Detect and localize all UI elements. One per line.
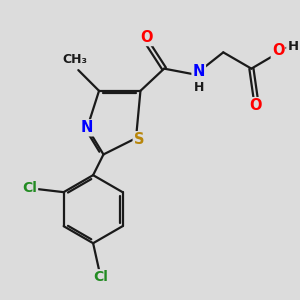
Text: O: O: [140, 30, 153, 45]
Text: O: O: [272, 44, 284, 59]
Text: N: N: [81, 120, 93, 135]
Text: S: S: [134, 132, 144, 147]
Text: H: H: [194, 81, 204, 94]
Text: Cl: Cl: [93, 270, 108, 284]
Text: O: O: [250, 98, 262, 113]
Text: H: H: [287, 40, 298, 53]
Text: CH₃: CH₃: [63, 53, 88, 66]
Text: N: N: [193, 64, 205, 79]
Text: Cl: Cl: [22, 181, 37, 195]
